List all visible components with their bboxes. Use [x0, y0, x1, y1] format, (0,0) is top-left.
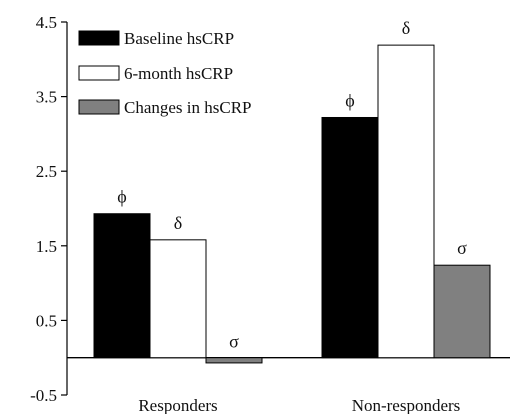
legend-label-6-month: 6-month hsCRP [124, 64, 233, 83]
y-tick-label: 2.5 [36, 162, 57, 181]
bar-marker-label: ϕ [345, 90, 354, 110]
y-tick-label: 1.5 [36, 237, 57, 256]
legend: Baseline hsCRP 6-month hsCRP Changes in … [78, 29, 252, 117]
bar-marker-label: δ [402, 18, 410, 38]
y-tick-label: -0.5 [30, 386, 57, 405]
bar-6-month-responders [149, 239, 207, 359]
legend-swatch-changes [78, 99, 120, 115]
y-tick-label: 4.5 [36, 13, 57, 32]
bars [93, 44, 491, 364]
category-label-non-responders: Non-responders [352, 396, 461, 414]
legend-label-baseline: Baseline hsCRP [124, 29, 234, 48]
bar-changes-non-responders [433, 264, 491, 359]
bar-marker-label: σ [457, 238, 467, 258]
legend-swatch-6-month [78, 65, 120, 81]
bar-baseline-non-responders [321, 116, 379, 359]
bar-6-month-non-responders [377, 44, 435, 359]
y-axis [61, 21, 68, 396]
bar-changes-responders [205, 357, 263, 364]
category-label-responders: Responders [138, 396, 217, 414]
bar-marker-label: σ [229, 332, 239, 352]
bar-marker-label: δ [174, 213, 182, 233]
bar-baseline-responders [93, 213, 151, 359]
x-category-labels: Responders Non-responders [138, 396, 460, 414]
y-tick-label: 3.5 [36, 88, 57, 107]
bar-markers: ϕ δ σ ϕ δ σ [117, 18, 467, 352]
y-tick-labels: 4.5 3.5 2.5 1.5 0.5 -0.5 [30, 13, 57, 405]
bar-marker-label: ϕ [117, 187, 126, 207]
legend-label-changes: Changes in hsCRP [124, 98, 252, 117]
legend-swatch-baseline [78, 30, 120, 46]
y-tick-label: 0.5 [36, 311, 57, 330]
